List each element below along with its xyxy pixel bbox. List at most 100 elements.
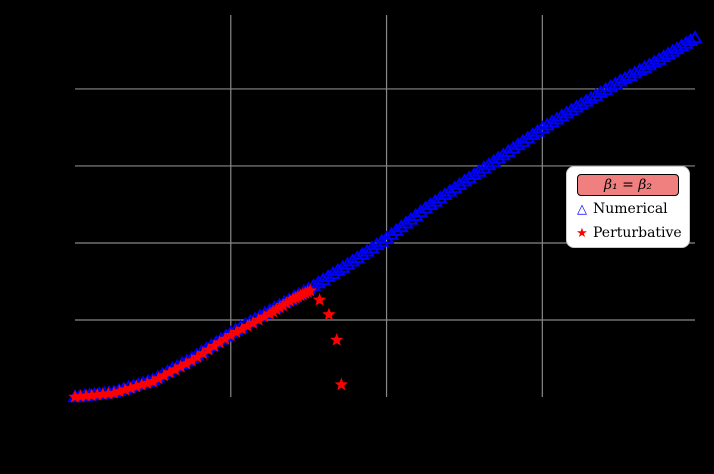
numerical-marker bbox=[315, 271, 332, 286]
perturbative-marker bbox=[118, 382, 132, 396]
perturbative-marker bbox=[276, 298, 290, 312]
numerical-marker bbox=[505, 140, 521, 154]
perturbative-marker bbox=[312, 292, 327, 306]
perturbative-marker bbox=[107, 386, 121, 399]
numerical-marker bbox=[687, 30, 703, 44]
numerical-marker bbox=[682, 32, 699, 47]
numerical-marker bbox=[500, 143, 517, 157]
numerical-marker bbox=[481, 157, 497, 171]
numerical-marker bbox=[364, 240, 380, 254]
perturbative-marker bbox=[263, 306, 277, 320]
perturbative-marker bbox=[157, 368, 171, 382]
perturbative-marker bbox=[179, 356, 193, 370]
perturbative-marker bbox=[146, 374, 160, 388]
numerical-marker bbox=[476, 160, 492, 174]
perturbative-marker bbox=[266, 304, 280, 318]
perturbative-marker bbox=[151, 371, 166, 385]
numerical-marker bbox=[369, 236, 385, 251]
numerical-marker bbox=[461, 170, 478, 184]
legend-label-numerical: Numerical bbox=[593, 201, 668, 217]
perturbative-marker bbox=[257, 309, 271, 323]
perturbative-marker bbox=[174, 359, 188, 373]
numerical-marker bbox=[451, 176, 468, 190]
numerical-marker bbox=[354, 246, 370, 260]
perturbative-marker bbox=[273, 300, 287, 314]
perturbative-marker bbox=[140, 376, 154, 389]
perturbative-marker bbox=[201, 342, 216, 356]
perturbative-marker bbox=[229, 325, 243, 338]
perturbative-marker bbox=[90, 387, 104, 401]
perturbative-marker bbox=[240, 319, 255, 332]
numerical-marker bbox=[349, 250, 366, 264]
numerical-marker bbox=[325, 265, 341, 279]
perturbative-marker bbox=[112, 384, 127, 398]
numerical-marker bbox=[490, 150, 507, 164]
numerical-marker bbox=[403, 211, 419, 225]
numerical-marker bbox=[393, 219, 409, 233]
perturbative-marker bbox=[96, 387, 110, 400]
perturbative-marker bbox=[185, 353, 199, 367]
numerical-marker bbox=[408, 207, 424, 222]
perturbative-marker bbox=[168, 362, 182, 376]
star-marker-icon: ★ bbox=[576, 225, 588, 241]
numerical-marker bbox=[417, 200, 434, 214]
numerical-marker bbox=[446, 180, 463, 194]
perturbative-marker bbox=[218, 332, 232, 345]
perturbative-marker bbox=[196, 346, 210, 360]
legend: β₁ = β₂ △ Numerical ★ Perturbative bbox=[566, 166, 690, 248]
perturbative-marker bbox=[123, 381, 138, 394]
numerical-marker bbox=[334, 259, 351, 273]
numerical-marker bbox=[310, 275, 327, 289]
perturbative-marker bbox=[101, 386, 116, 400]
perturbative-marker bbox=[129, 379, 143, 393]
numerical-marker bbox=[359, 243, 375, 257]
perturbative-marker bbox=[85, 388, 99, 402]
legend-item-perturbative: ★ Perturbative bbox=[575, 225, 682, 241]
perturbative-marker bbox=[68, 390, 82, 403]
numerical-marker bbox=[383, 226, 400, 240]
numerical-marker bbox=[388, 222, 405, 237]
perturbative-marker bbox=[330, 333, 344, 346]
numerical-marker bbox=[529, 123, 546, 137]
numerical-marker bbox=[515, 133, 531, 147]
perturbative-marker bbox=[73, 389, 88, 403]
perturbative-marker bbox=[207, 339, 221, 352]
numerical-marker bbox=[412, 204, 429, 218]
legend-item-numerical: △ Numerical bbox=[575, 201, 668, 217]
numerical-marker bbox=[510, 137, 526, 151]
perturbative-marker bbox=[251, 312, 266, 326]
numerical-marker bbox=[373, 233, 390, 247]
legend-title: β₁ = β₂ bbox=[577, 174, 679, 196]
perturbative-marker bbox=[190, 350, 205, 363]
numerical-marker bbox=[398, 215, 414, 229]
perturbative-marker bbox=[303, 283, 317, 297]
numerical-marker bbox=[330, 262, 346, 276]
perturbative-marker bbox=[79, 388, 93, 402]
perturbative-marker bbox=[283, 294, 297, 307]
numerical-marker bbox=[422, 196, 439, 211]
numerical-marker bbox=[427, 193, 443, 207]
numerical-marker bbox=[495, 147, 512, 161]
perturbative-marker bbox=[322, 307, 336, 321]
numerical-marker bbox=[524, 126, 541, 141]
numerical-marker bbox=[378, 230, 395, 244]
numerical-marker bbox=[339, 256, 356, 270]
numerical-marker bbox=[344, 253, 361, 267]
perturbative-marker bbox=[224, 328, 238, 342]
legend-label-perturbative: Perturbative bbox=[593, 225, 682, 241]
numerical-marker bbox=[432, 190, 448, 204]
numerical-marker bbox=[471, 163, 487, 177]
numerical-marker bbox=[456, 173, 473, 187]
numerical-marker bbox=[442, 183, 458, 197]
perturbative-marker bbox=[334, 377, 349, 391]
perturbative-marker bbox=[235, 322, 249, 335]
perturbative-marker bbox=[135, 377, 149, 391]
numerical-marker bbox=[320, 268, 336, 283]
perturbative-marker bbox=[162, 365, 177, 379]
numerical-marker bbox=[519, 130, 536, 144]
numerical-marker bbox=[437, 186, 453, 201]
numerical-marker bbox=[485, 153, 502, 167]
numerical-marker bbox=[466, 166, 482, 181]
perturbative-marker bbox=[246, 316, 260, 329]
